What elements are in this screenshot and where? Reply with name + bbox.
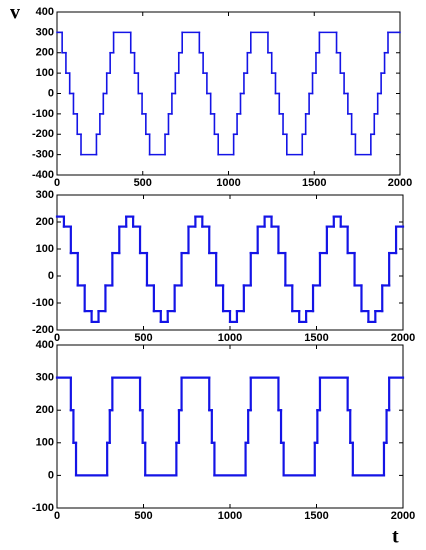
y-tick-label: 300 [36, 372, 54, 384]
y-tick-label: -400 [32, 169, 54, 181]
x-tick-label: 1000 [218, 332, 242, 344]
y-tick-label: 100 [36, 437, 54, 449]
x-tick-label: 500 [134, 332, 152, 344]
x-tick-label: 500 [134, 177, 152, 189]
plot-frame [56, 344, 404, 509]
plot-frame [56, 194, 404, 331]
y-tick-label: -100 [32, 297, 54, 309]
x-tick-label: 1500 [304, 510, 328, 522]
y-tick-label: 200 [36, 47, 54, 59]
x-tick-label: 500 [134, 510, 152, 522]
x-tick-label: 1500 [302, 177, 326, 189]
y-tick-label: 300 [36, 189, 54, 201]
y-tick-label: -100 [32, 108, 54, 120]
x-tick-label: 0 [54, 510, 60, 522]
y-tick-label: -200 [32, 324, 54, 336]
y-tick-label: 200 [36, 216, 54, 228]
y-tick-label: 0 [48, 469, 54, 481]
y-tick-label: 300 [36, 26, 54, 38]
y-axis-label: v [10, 2, 20, 24]
y-tick-label: 0 [48, 270, 54, 282]
y-tick-label: 400 [36, 339, 54, 351]
x-tick-label: 0 [54, 177, 60, 189]
x-tick-label: 2000 [391, 332, 415, 344]
x-tick-label: 0 [54, 332, 60, 344]
x-tick-label: 1000 [218, 510, 242, 522]
y-tick-label: 100 [36, 67, 54, 79]
x-tick-label: 2000 [388, 177, 412, 189]
y-tick-label: -300 [32, 149, 54, 161]
x-tick-label: 2000 [391, 510, 415, 522]
x-axis-label: t [392, 526, 399, 548]
y-tick-label: -100 [32, 502, 54, 514]
y-tick-label: 200 [36, 404, 54, 416]
y-tick-label: 400 [36, 6, 54, 18]
y-tick-label: -200 [32, 128, 54, 140]
y-tick-label: 0 [48, 87, 54, 99]
y-tick-label: 100 [36, 243, 54, 255]
x-tick-label: 1500 [304, 332, 328, 344]
x-tick-label: 1000 [216, 177, 240, 189]
